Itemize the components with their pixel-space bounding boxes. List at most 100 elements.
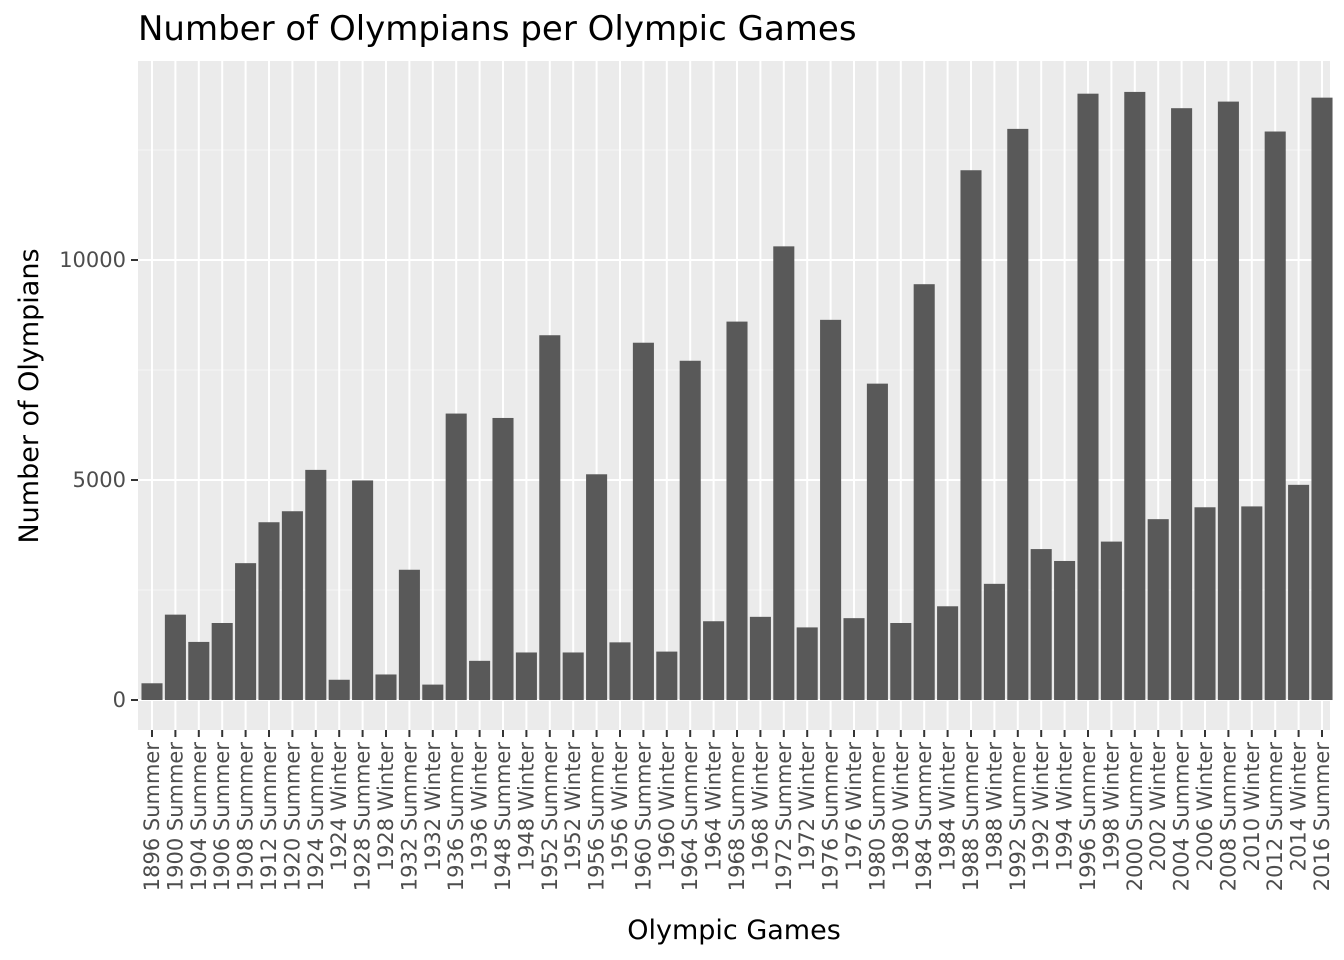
x-axis-title: Olympic Games [627,915,841,946]
bar [820,319,842,700]
x-tick-label: 1964 Summer [678,742,702,892]
bar [141,683,163,700]
x-tick-label: 1900 Summer [163,742,187,892]
y-tick-label: 10000 [59,248,126,272]
x-tick-label: 2000 Summer [1123,742,1147,892]
x-tick-label: 1960 Winter [655,742,679,872]
bar [726,321,748,700]
y-tick-label: 5000 [73,468,126,492]
y-axis-title: Number of Olympians [14,248,45,543]
bar [1077,93,1099,701]
bar [890,623,912,700]
x-tick-label: 1924 Winter [327,742,351,872]
bar [1217,101,1239,701]
bar [469,660,491,700]
bar [703,621,725,700]
x-tick-label: 1948 Winter [514,742,538,872]
bar [586,474,608,700]
bar [1007,128,1029,700]
x-tick-label: 2010 Winter [1240,742,1264,872]
bar [796,627,818,700]
bar [1124,91,1146,701]
x-tick-label: 2006 Winter [1193,742,1217,872]
x-tick-label: 1996 Summer [1076,742,1100,892]
x-tick-label: 1976 Summer [819,742,843,892]
bar [445,413,467,700]
bar [1030,549,1052,700]
x-tick-label: 1952 Summer [538,742,562,892]
x-tick-label: 1968 Winter [748,742,772,872]
x-tick-label: 1964 Winter [702,742,726,872]
bar [1147,519,1169,700]
bar [609,642,631,700]
bar [1194,507,1216,700]
x-tick-label: 1998 Winter [1099,742,1123,872]
x-tick-label: 1928 Summer [351,742,375,892]
bar [562,652,584,700]
x-tick-label: 1932 Winter [421,742,445,872]
x-tick-label: 1924 Summer [304,742,328,892]
bar [235,563,257,700]
x-tick-label: 2012 Summer [1263,742,1287,892]
bar [492,417,514,700]
x-tick-label: 2016 Summer [1310,742,1334,892]
x-tick-label: 1956 Summer [585,742,609,892]
bar [188,641,210,700]
bar [328,679,350,700]
bar [422,684,444,700]
bar-layer [141,91,1333,701]
bar [866,383,888,700]
x-tick-label: 1956 Winter [608,742,632,872]
bar [281,511,303,700]
x-tick-label: 1960 Summer [631,742,655,892]
bar [1241,506,1263,700]
bar [843,618,865,700]
x-tick-label: 1932 Summer [397,742,421,892]
bar [1264,131,1286,700]
x-tick-label: 1984 Winter [936,742,960,872]
bar [913,284,935,700]
x-axis: 1896 Summer 1900 Summer 1904 Summer 1906 Su… [140,730,1334,891]
bar [352,480,374,700]
x-tick-label: 1980 Winter [889,742,913,872]
x-tick-label: 1908 Summer [234,742,258,892]
x-tick-label: 2008 Summer [1216,742,1240,892]
bar [1054,560,1076,700]
x-tick-label: 1948 Summer [491,742,515,892]
x-tick-label: 1992 Winter [1029,742,1053,872]
bar [1288,484,1310,700]
x-tick-label: 1928 Winter [374,742,398,872]
x-tick-label: 1952 Winter [561,742,585,872]
x-tick-label: 1968 Summer [725,742,749,892]
bar [398,569,420,700]
x-tick-label: 1976 Winter [842,742,866,872]
x-tick-label: 1936 Winter [468,742,492,872]
bar [258,522,280,700]
x-tick-label: 1936 Summer [444,742,468,892]
x-tick-label: 1988 Summer [959,742,983,892]
x-tick-label: 1972 Summer [772,742,796,892]
y-tick-label: 0 [113,688,126,712]
bar [656,651,678,700]
y-axis: 0 5000 10000 [59,248,138,712]
x-tick-label: 1906 Summer [210,742,234,892]
bar [960,170,982,701]
x-tick-label: 1920 Summer [280,742,304,892]
x-tick-label: 1984 Summer [912,742,936,892]
x-tick-label: 1992 Summer [1006,742,1030,892]
bar [539,335,561,700]
x-tick-label: 1994 Winter [1053,742,1077,872]
bar [515,652,537,700]
bar [983,583,1005,700]
x-tick-label: 1896 Summer [140,742,164,892]
x-tick-label: 1904 Summer [187,742,211,892]
x-tick-label: 2014 Winter [1287,742,1311,872]
x-tick-label: 1980 Summer [865,742,889,892]
x-tick-label: 1972 Winter [795,742,819,872]
bar [679,360,701,700]
bar [749,616,771,700]
bar [1100,541,1122,700]
x-tick-label: 1912 Summer [257,742,281,892]
bar [773,246,795,701]
